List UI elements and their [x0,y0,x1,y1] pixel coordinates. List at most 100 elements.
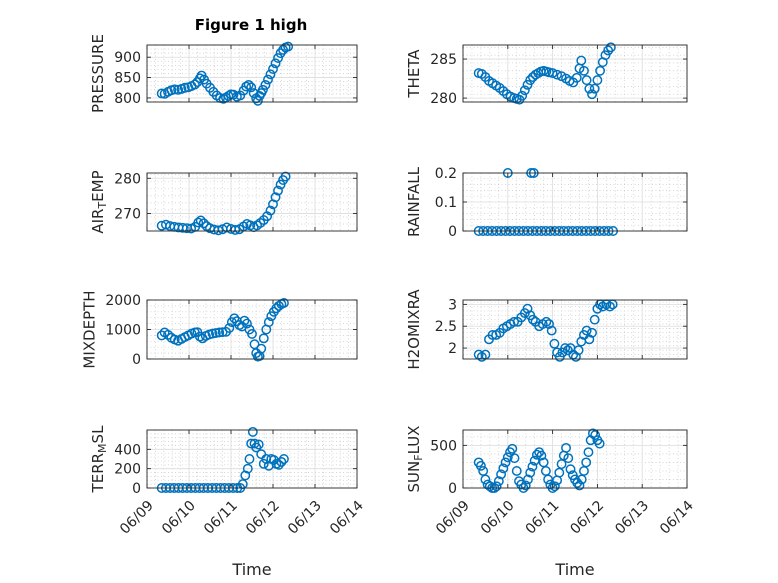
data-point [270,58,281,69]
data-point [256,343,267,354]
data-point [581,325,592,336]
subplot-2: 280 285 THETA [405,42,688,107]
data-point [573,345,584,356]
data-point [525,467,536,478]
subplot-5: 0 1000 2000 MIXDEPTH [81,290,358,369]
data-point [527,314,538,325]
data-point [581,457,592,468]
data-point [525,75,536,86]
y-tick-label: 800 [114,91,141,107]
data-point [549,338,560,349]
subplot-grid: 800 850 900 PRESSURE 280 285 THETA 270 280 AIRTEM… [81,34,697,579]
data-point [251,442,262,453]
y-tick-label: 200 [114,462,141,478]
data-point [280,171,291,182]
data-point [574,480,585,491]
data-point [576,55,587,66]
data-point [491,481,502,492]
data-point [268,64,278,74]
series-markers [156,41,294,106]
data-point [195,215,206,226]
data-point [570,351,581,362]
y-axis-label: RAINFALL [405,166,423,237]
data-point [246,82,257,93]
data-point [581,75,592,86]
y-tick-label: 280 [430,91,457,107]
subplot-6: 2 2.5 3 H2OMIXRA [405,289,688,370]
data-point [194,331,205,342]
data-point [278,44,289,55]
data-point [244,454,255,464]
data-point [261,454,272,464]
data-point [189,79,200,90]
data-point [179,82,190,93]
data-point [527,461,538,472]
data-point [480,474,491,485]
data-point [547,68,558,79]
y-tick-label: 3 [448,297,457,313]
data-point [509,316,520,327]
series-markers [473,42,616,105]
data-point [235,90,246,101]
data-point [552,69,563,80]
data-point [263,74,273,85]
y-tick-label: 270 [114,206,141,222]
figure-title: Figure 1 high [195,16,308,34]
data-point [240,470,251,481]
series-markers [156,171,291,236]
y-tick-label: 900 [114,50,141,66]
y-tick-label: 0 [448,224,457,240]
data-point [263,317,274,328]
data-point [590,430,601,441]
y-axis-label: H2OMIXRA [405,289,423,370]
data-point [529,455,540,466]
y-tick-label: 285 [430,52,457,68]
y-axis-label: TERRMSL [89,425,109,494]
data-point [549,481,560,492]
data-point [257,84,268,95]
y-tick-label: 850 [114,71,141,87]
axes-box [462,44,688,103]
data-point [498,463,509,474]
data-point [273,459,284,470]
data-point [546,325,557,336]
data-point [594,438,605,449]
series-markers [473,299,618,362]
y-axis-label: THETA [405,49,423,99]
subplot-1: 800 850 900 PRESSURE [89,34,358,113]
data-point [592,75,603,86]
x-axis-label: Time [231,560,271,579]
data-point [213,225,224,236]
data-point [571,72,582,83]
data-point [587,327,597,338]
y-tick-label: 0.1 [435,195,457,211]
data-point [523,474,533,485]
data-point [278,454,289,464]
y-axis-label: SUNFLUX [405,426,425,493]
data-point [276,456,287,467]
y-tick-label: 0.2 [435,166,457,182]
data-point [260,79,271,90]
axes-box [146,44,358,103]
data-point [509,453,520,464]
data-point [507,443,518,454]
axes-box [462,299,688,360]
series-markers [156,298,289,362]
data-point [258,458,269,469]
data-point [253,439,264,450]
data-point [531,449,542,460]
data-point [156,330,167,341]
data-point [265,205,276,216]
data-point [595,65,606,76]
x-axis-label: Time [554,560,594,579]
y-tick-label: 0 [132,352,141,368]
data-point [519,85,530,96]
data-point [243,79,254,90]
data-point [229,313,240,324]
data-point [522,303,533,314]
data-point [500,457,511,468]
y-axis-label: PRESSURE [89,34,107,113]
data-point [589,83,600,94]
data-point [198,218,209,229]
data-point [278,298,289,308]
